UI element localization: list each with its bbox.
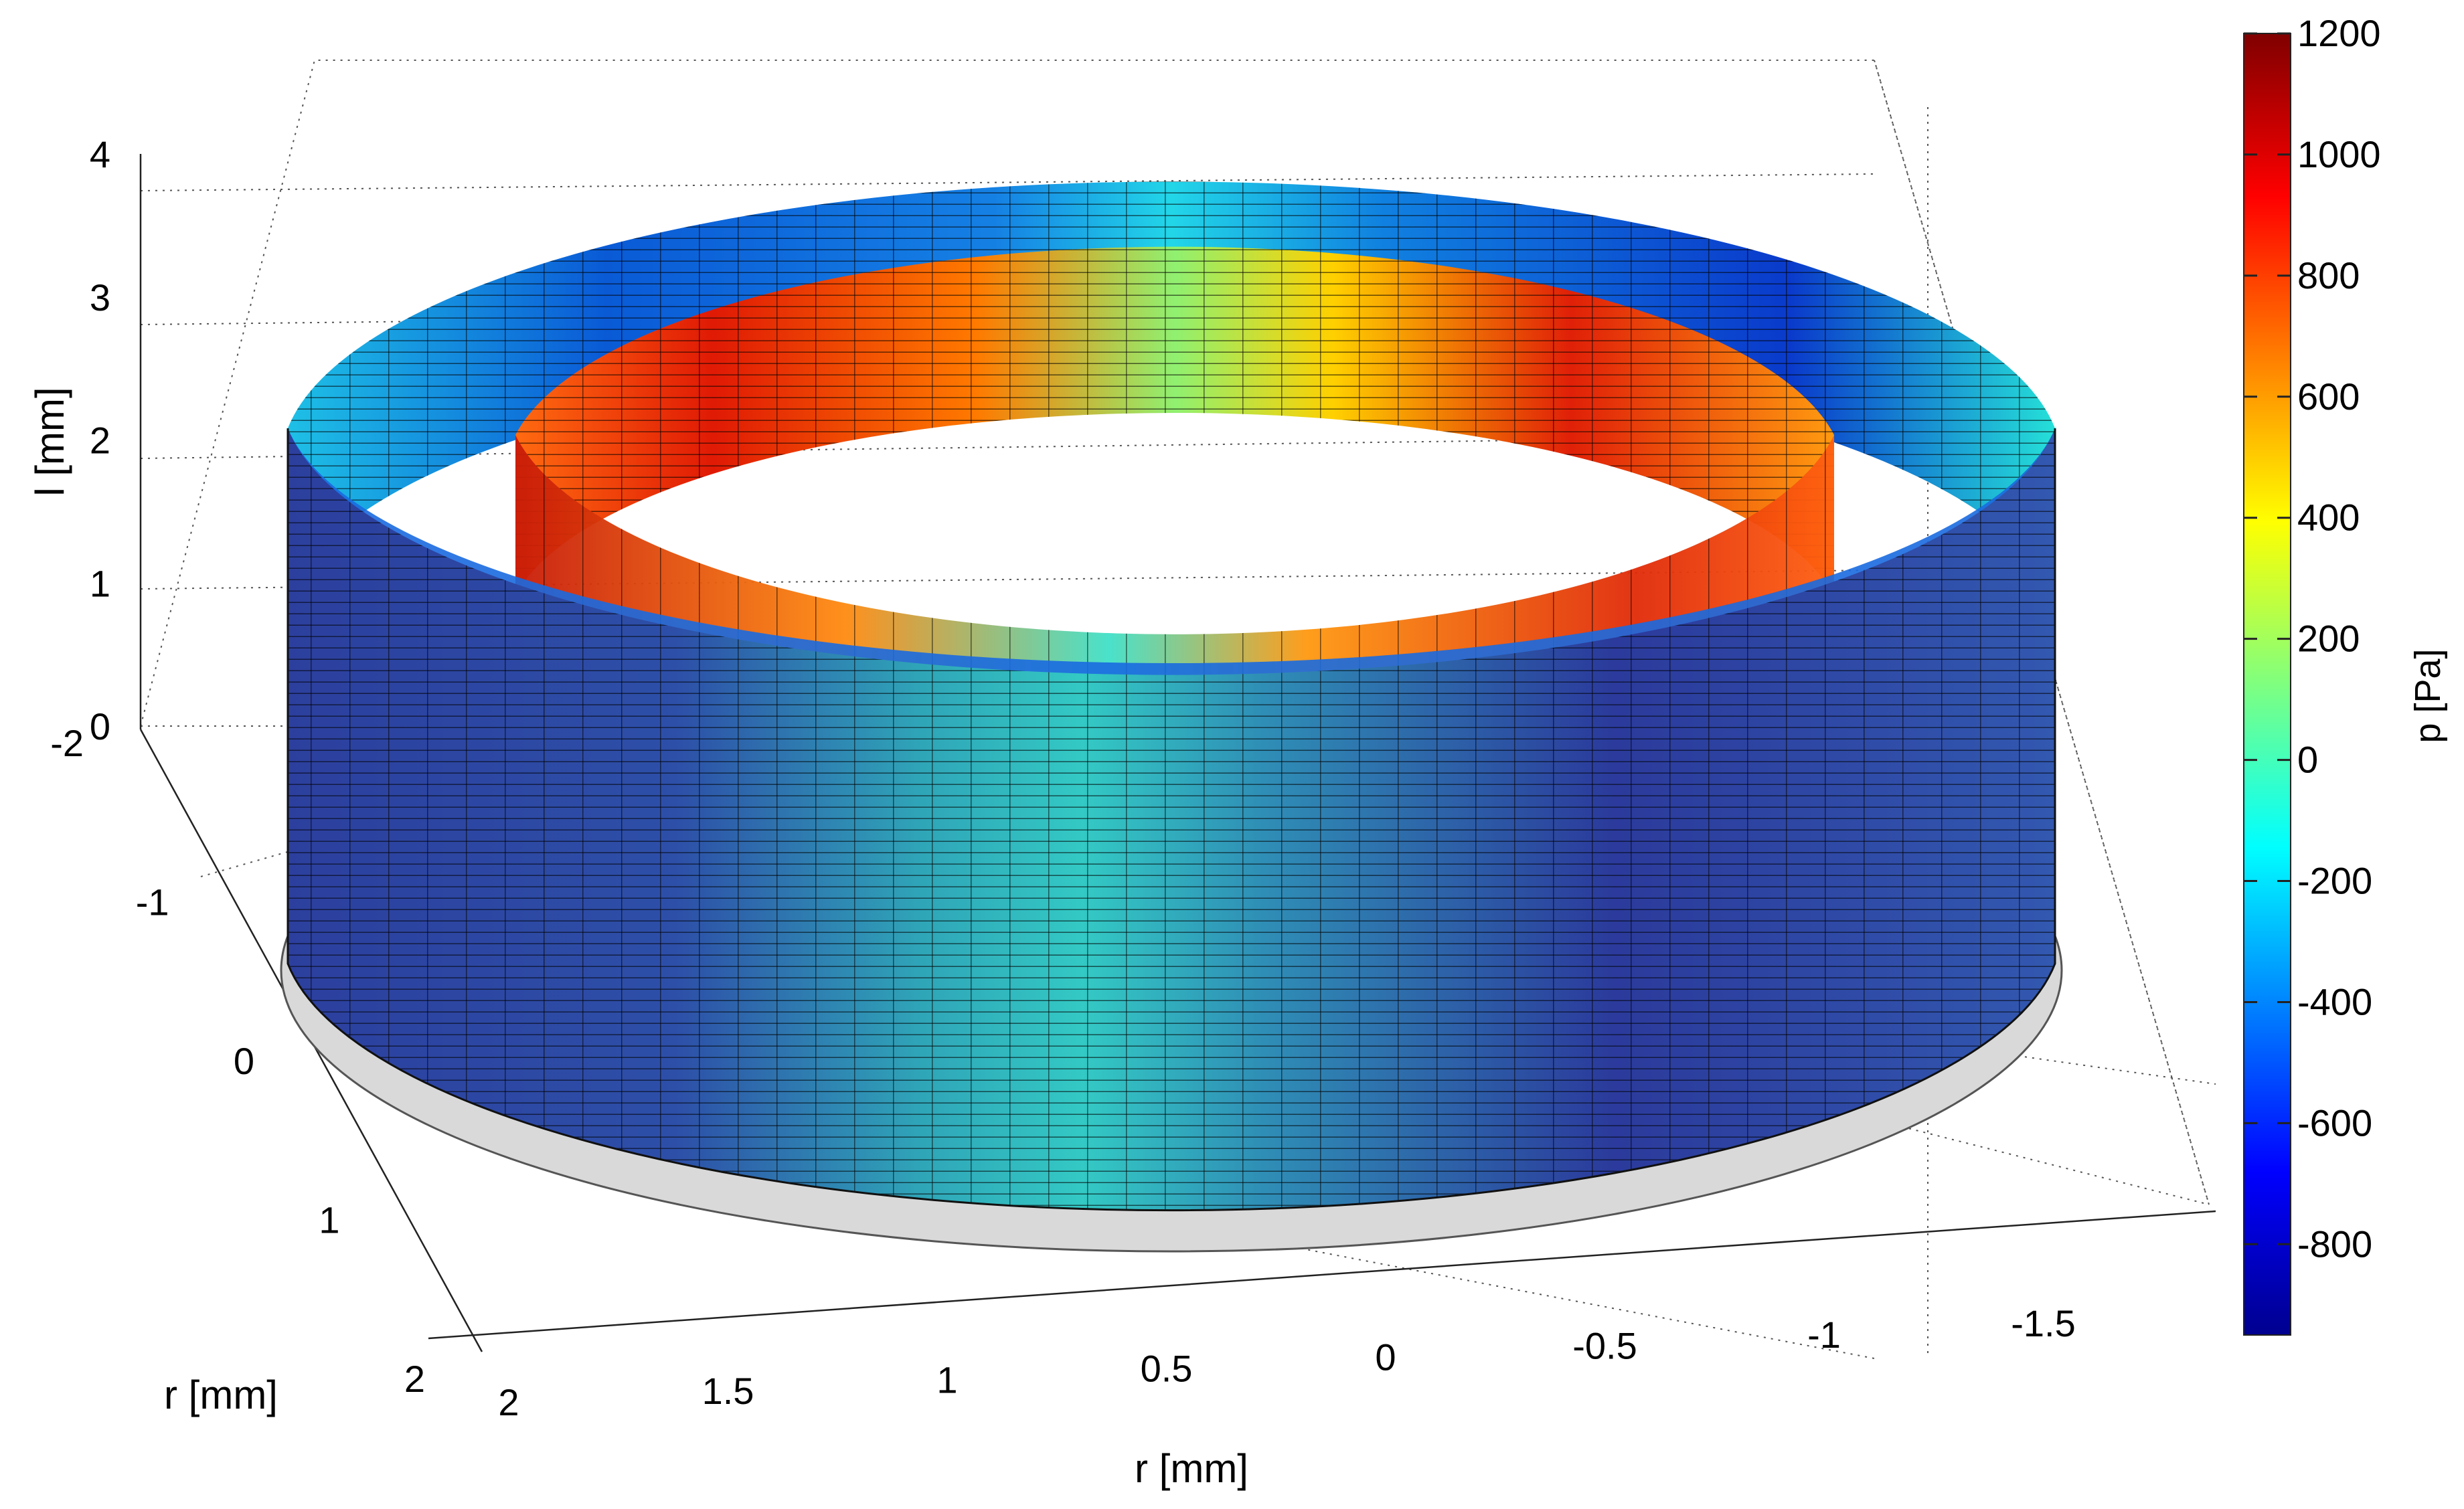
x-tick-label: 0.5 [1141, 1347, 1193, 1389]
colorbar-tick-label: 1200 [2297, 12, 2381, 54]
colorbar-tick-label: -200 [2297, 860, 2372, 902]
z-tick-label: 3 [90, 276, 110, 319]
x-tick-label: 1.5 [702, 1370, 754, 1412]
colorbar-tick-label: 800 [2297, 254, 2360, 296]
z-tick-label: 1 [90, 562, 110, 604]
y-tick-label: 2 [404, 1358, 425, 1400]
x-tick-label: 0 [1375, 1336, 1396, 1379]
colorbar-tick-label: 0 [2297, 739, 2318, 781]
z-axis-label: l [mm] [27, 387, 72, 496]
y-tick-label: -1 [136, 881, 169, 923]
y-tick-label: 1 [319, 1199, 339, 1241]
y-axis-ticks: -2 -1 0 1 2 [50, 722, 425, 1400]
colorbar-tick-label: 600 [2297, 375, 2360, 418]
x-axis-ticks: 2 1.5 1 0.5 0 -0.5 -1 -1.5 [498, 1302, 2075, 1423]
y-tick-label: 0 [234, 1040, 254, 1082]
z-tick-label: 0 [90, 705, 110, 747]
colorbar-ticks: 1200 1000 800 600 400 200 0 -200 -400 -600 -800 [2244, 12, 2381, 1265]
x-tick-label: 1 [936, 1358, 957, 1401]
colorbar-label: p [Pa] [2408, 648, 2448, 743]
y-tick-label: -2 [50, 722, 84, 764]
y-axis-label: r [mm] [164, 1372, 278, 1417]
colorbar-tick-label: 200 [2297, 618, 2360, 660]
colorbar-tick-label: -400 [2297, 980, 2372, 1023]
colorbar [2243, 33, 2291, 1336]
z-axis-ticks: 0 1 2 3 4 [90, 133, 110, 747]
z-tick-label: 2 [90, 420, 110, 462]
x-tick-label: -0.5 [1572, 1325, 1637, 1367]
z-tick-label: 4 [90, 133, 110, 175]
colorbar-tick-label: -800 [2297, 1223, 2372, 1265]
colorbar-tick-label: 1000 [2297, 133, 2381, 175]
x-tick-label: -1 [1807, 1314, 1841, 1356]
x-tick-label: -1.5 [2011, 1302, 2076, 1344]
colorbar-tick-label: -600 [2297, 1101, 2372, 1144]
colorbar-tick-label: 400 [2297, 497, 2360, 539]
x-tick-label: 2 [498, 1381, 519, 1423]
x-axis-label: r [mm] [1135, 1446, 1248, 1491]
